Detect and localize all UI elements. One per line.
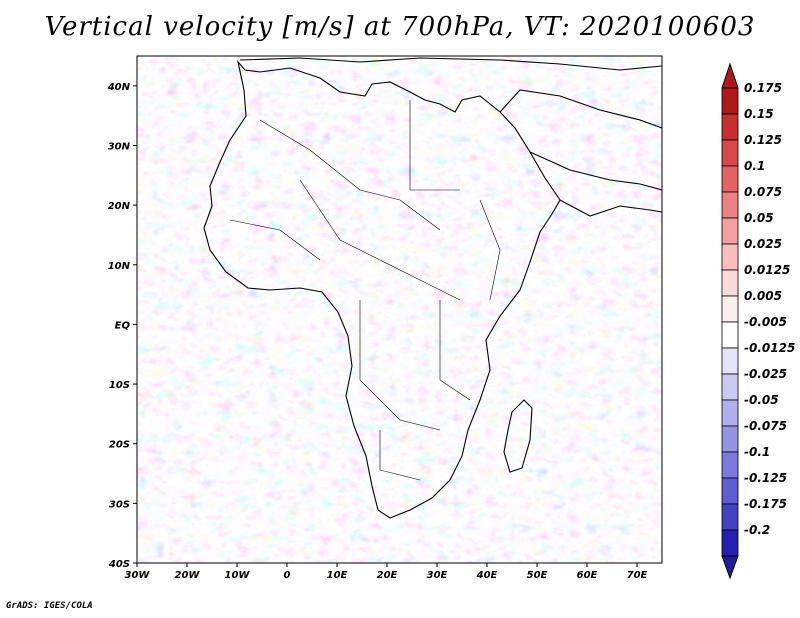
lon-tick-label: 0 — [284, 570, 291, 581]
colorbar-swatch — [721, 295, 739, 323]
colorbar-label: 0.125 — [744, 133, 782, 147]
velocity-field — [137, 56, 662, 563]
lon-tick-label: 10W — [225, 570, 251, 581]
colorbar-label: 0.1 — [744, 159, 765, 173]
colorbar-label: 0.05 — [744, 211, 774, 225]
grads-credit: GrADS: IGES/COLA — [6, 601, 93, 611]
colorbar-swatch — [721, 113, 739, 141]
lon-tick-label: 70E — [627, 570, 648, 581]
colorbar-swatch — [721, 529, 739, 557]
colorbar-swatch — [721, 451, 739, 479]
colorbar-label: -0.075 — [744, 419, 787, 433]
lat-tick-label: 40N — [107, 82, 131, 93]
lon-tick-label: 30W — [125, 570, 151, 581]
colorbar-bottom-arrow — [721, 555, 739, 580]
colorbar-swatch — [721, 269, 739, 297]
colorbar-label: 0.175 — [744, 81, 782, 95]
colorbar-swatch — [721, 87, 739, 115]
colorbar-swatch — [721, 347, 739, 375]
colorbar-swatch — [721, 477, 739, 505]
lon-tick-label: 20E — [377, 570, 398, 581]
colorbar-swatch — [721, 217, 739, 245]
lat-tick-label: 20S — [109, 440, 130, 451]
lat-tick-label: 10N — [108, 261, 131, 272]
colorbar-label: -0.125 — [744, 471, 787, 485]
colorbar-swatch — [721, 139, 739, 167]
lon-tick-label: 50E — [527, 570, 548, 581]
colorbar-swatch — [721, 321, 739, 349]
colorbar-swatch — [721, 399, 739, 427]
colorbar-swatch — [721, 425, 739, 453]
axis-ticks: 30W 20W 10W 0 10E 20E 30E 40E 50E 60E 70E 40N 30N 20N… — [107, 82, 648, 581]
lon-tick-label: 30E — [427, 570, 448, 581]
colorbar-swatch — [721, 191, 739, 219]
colorbar-label: 0.15 — [744, 107, 774, 121]
lon-tick-label: 40E — [476, 570, 498, 581]
colorbar-swatch — [721, 165, 739, 193]
colorbar-label: 0.0125 — [744, 263, 790, 277]
plot-frame — [136, 55, 663, 564]
colorbar-swatch — [721, 373, 739, 401]
colorbar-label: -0.1 — [744, 445, 770, 459]
colorbar-swatch — [721, 243, 739, 271]
colorbar-top-arrow — [721, 62, 739, 89]
lat-tick-label: 10S — [109, 380, 130, 391]
colorbar-label: -0.2 — [744, 523, 770, 537]
lat-tick-label: EQ — [115, 320, 131, 331]
colorbar-label: -0.0125 — [744, 341, 795, 355]
colorbar-swatch — [721, 503, 739, 531]
lon-tick-label: 20W — [175, 570, 201, 581]
map-title: Vertical velocity [m/s] at 700hPa, VT: 2… — [44, 12, 756, 42]
lat-tick-label: 30S — [109, 499, 130, 510]
coastline — [203, 57, 662, 519]
lat-tick-label: 30N — [108, 141, 131, 152]
colorbar-label: -0.005 — [744, 315, 787, 329]
colorbar-label: 0.075 — [744, 185, 782, 199]
colorbar-label: -0.175 — [744, 497, 787, 511]
lat-tick-label: 20N — [108, 201, 131, 212]
lon-tick-label: 60E — [577, 570, 598, 581]
colorbar-label: 0.025 — [744, 237, 782, 251]
lon-tick-label: 10E — [327, 570, 348, 581]
country-borders — [229, 100, 501, 481]
colorbar-label: -0.05 — [744, 393, 779, 407]
colorbar: 0.175 0.15 0.125 0.1 0.075 0.05 0.025 0.0125 0.0… — [721, 62, 795, 580]
colorbar-label: -0.025 — [744, 367, 787, 381]
colorbar-label: 0.005 — [744, 289, 782, 303]
lat-tick-label: 40S — [108, 559, 130, 570]
